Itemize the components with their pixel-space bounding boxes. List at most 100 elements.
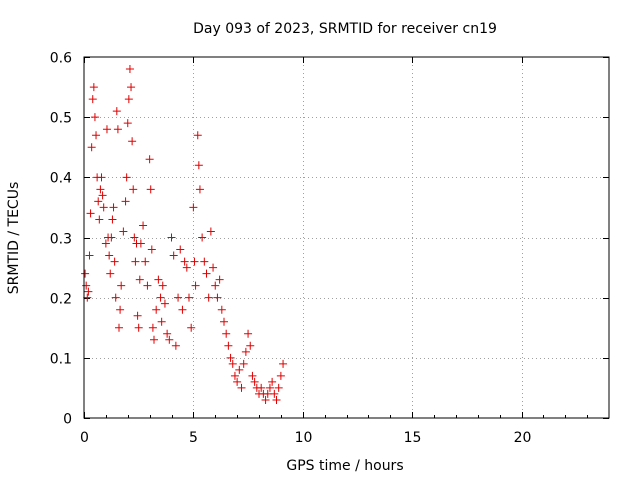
- data-point: [209, 263, 218, 272]
- data-point: [116, 305, 125, 314]
- data-point: [174, 293, 183, 302]
- data-point: [190, 257, 199, 266]
- data-point: [82, 281, 91, 290]
- data-point: [133, 311, 142, 320]
- data-point: [145, 155, 154, 164]
- y-axis-label: SRMTID / TECUs: [6, 182, 22, 295]
- data-point: [117, 281, 126, 290]
- data-point: [128, 137, 137, 146]
- axis-ticks: [84, 57, 609, 419]
- data-point: [88, 95, 97, 104]
- data-point: [147, 245, 156, 254]
- data-point: [178, 305, 187, 314]
- x-tick-label: 0: [80, 430, 89, 446]
- data-point: [233, 377, 242, 386]
- data-point: [215, 275, 224, 284]
- data-point: [130, 233, 139, 242]
- data-point: [182, 263, 191, 272]
- data-point: [193, 131, 202, 140]
- y-tick-label: 0.3: [50, 232, 72, 248]
- data-point: [213, 293, 222, 302]
- data-point: [200, 257, 209, 266]
- x-tick-label: 15: [404, 430, 422, 446]
- data-point: [217, 305, 226, 314]
- data-point: [129, 185, 138, 194]
- data-point: [202, 269, 211, 278]
- data-point: [169, 251, 178, 260]
- data-point: [270, 389, 279, 398]
- data-point: [106, 269, 115, 278]
- data-point: [99, 203, 108, 212]
- data-point: [226, 353, 235, 362]
- data-point: [189, 203, 198, 212]
- data-point: [176, 245, 185, 254]
- data-point: [121, 197, 130, 206]
- data-point: [84, 287, 93, 296]
- data-point: [222, 329, 231, 338]
- y-tick-label: 0.5: [50, 111, 72, 127]
- data-point: [211, 281, 220, 290]
- chart-title: Day 093 of 2023, SRMTID for receiver cn1…: [193, 21, 497, 37]
- data-point: [246, 341, 255, 350]
- data-point: [111, 293, 120, 302]
- data-point: [83, 293, 92, 302]
- data-point: [125, 65, 134, 74]
- data-point: [134, 323, 143, 332]
- data-point: [101, 239, 110, 248]
- data-point: [228, 359, 237, 368]
- data-point: [136, 239, 145, 248]
- data-point: [206, 227, 215, 236]
- data-point: [122, 173, 131, 182]
- y-tick-label: 0.6: [50, 51, 72, 67]
- data-point: [150, 335, 158, 344]
- data-point: [198, 233, 207, 242]
- data-point: [148, 323, 157, 332]
- data-point: [274, 383, 283, 392]
- data-point: [119, 227, 128, 236]
- grid-lines: [84, 57, 609, 418]
- data-point: [139, 221, 148, 230]
- data-point: [272, 395, 281, 404]
- data-point: [143, 281, 152, 290]
- x-axis-label: GPS time / hours: [286, 458, 403, 474]
- data-point: [235, 365, 244, 374]
- data-point: [237, 383, 246, 392]
- data-point: [86, 209, 95, 218]
- data-point: [194, 161, 203, 170]
- data-point: [127, 83, 136, 92]
- data-point: [257, 383, 266, 392]
- data-point: [92, 131, 101, 140]
- data-point: [115, 323, 123, 332]
- data-point: [265, 383, 274, 392]
- data-point: [158, 281, 167, 290]
- data-point: [124, 95, 133, 104]
- data-point: [105, 251, 114, 260]
- data-point: [112, 107, 121, 116]
- data-point: [248, 371, 257, 380]
- data-point: [220, 317, 228, 326]
- y-tick-label: 0: [63, 412, 72, 428]
- data-point: [146, 185, 155, 194]
- data-point: [185, 293, 193, 302]
- data-point: [90, 113, 99, 122]
- data-point: [87, 143, 96, 152]
- data-point: [135, 275, 144, 284]
- data-point: [171, 341, 180, 350]
- x-tick-label: 20: [514, 430, 532, 446]
- data-point: [276, 371, 285, 380]
- data-point: [102, 125, 111, 134]
- data-point: [250, 377, 259, 386]
- data-point: [81, 269, 90, 278]
- data-point: [268, 377, 277, 386]
- data-point: [230, 371, 239, 380]
- y-tick-label: 0.4: [50, 171, 72, 187]
- data-point: [195, 185, 204, 194]
- data-point: [191, 281, 200, 290]
- data-point: [108, 215, 117, 224]
- data-point: [98, 191, 107, 200]
- data-point: [109, 203, 118, 212]
- data-point: [141, 257, 150, 266]
- data-point: [167, 233, 176, 242]
- data-point: [94, 197, 103, 206]
